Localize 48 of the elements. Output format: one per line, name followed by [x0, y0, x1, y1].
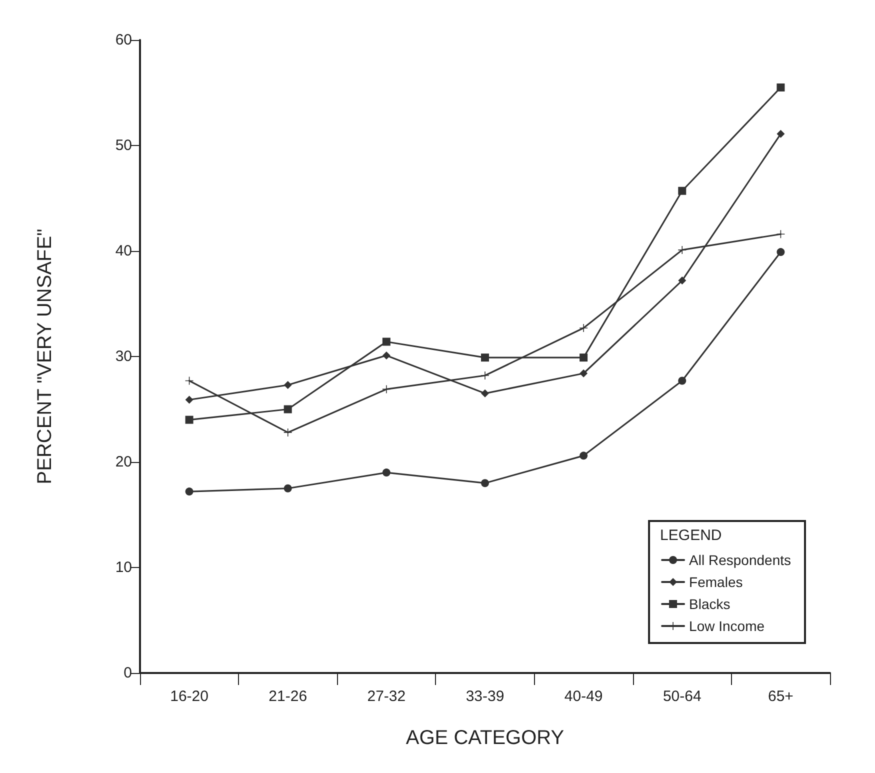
y-tick-label: 50 — [115, 137, 132, 154]
point — [580, 452, 588, 460]
point — [481, 354, 489, 362]
y-tick-label: 60 — [115, 32, 132, 48]
point — [185, 488, 194, 496]
point — [776, 230, 785, 238]
point — [776, 130, 785, 138]
legend-label: All Respondents — [689, 552, 791, 568]
point — [580, 369, 588, 378]
x-tick-label: 27-32 — [367, 688, 406, 705]
legend-label: Blacks — [689, 596, 730, 612]
point — [580, 354, 588, 362]
point — [481, 479, 489, 488]
x-tick-label: 21-26 — [268, 688, 308, 705]
point — [382, 351, 390, 360]
point — [481, 389, 489, 398]
y-tick-label: 20 — [115, 454, 132, 470]
point — [678, 376, 686, 385]
y-tick-label: 0 — [124, 664, 132, 682]
x-tick-label: 40-49 — [564, 688, 603, 705]
x-axis-title: AGE CATEGORY — [406, 727, 564, 749]
x-tick-label: 50-64 — [662, 688, 702, 705]
point — [284, 380, 292, 389]
point — [580, 324, 588, 332]
point — [382, 385, 390, 394]
point — [185, 396, 194, 404]
x-tick-label: 33-39 — [466, 688, 504, 705]
legend-title: LEGEND — [660, 527, 722, 544]
point — [776, 248, 785, 256]
point — [776, 83, 785, 92]
point — [382, 468, 390, 477]
legend-label: Females — [689, 574, 743, 590]
x-tick-label: 65+ — [768, 688, 794, 705]
y-tick-label: 40 — [115, 242, 132, 260]
point — [382, 338, 390, 346]
point — [678, 276, 686, 285]
point — [284, 484, 292, 492]
point — [678, 246, 686, 254]
point — [284, 405, 292, 414]
point — [185, 416, 194, 424]
x-tick-label: 16-20 — [170, 688, 208, 705]
point — [678, 186, 686, 195]
legend-label: Low Income — [689, 618, 765, 634]
point — [284, 428, 292, 436]
y-tick-label: 10 — [115, 559, 132, 576]
y-tick-label: 30 — [115, 348, 132, 365]
y-axis-title: PERCENT "VERY UNSAFE" — [34, 228, 56, 484]
point — [481, 371, 489, 380]
